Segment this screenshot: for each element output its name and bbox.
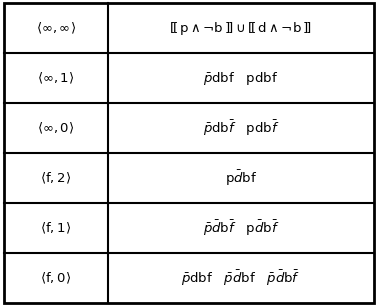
Text: $\bar{p}\mathrm{dbf} \quad \mathrm{pdbf}$: $\bar{p}\mathrm{dbf} \quad \mathrm{pdbf}… (203, 69, 279, 87)
Text: $\langle \mathrm{f}, 1 \rangle$: $\langle \mathrm{f}, 1 \rangle$ (40, 220, 71, 236)
Text: $\langle \mathrm{f}, 2 \rangle$: $\langle \mathrm{f}, 2 \rangle$ (40, 170, 71, 185)
Text: $\langle \infty, \infty \rangle$: $\langle \infty, \infty \rangle$ (36, 21, 76, 35)
Text: $\mathrm{p}\bar{d}\mathrm{bf}$: $\mathrm{p}\bar{d}\mathrm{bf}$ (225, 168, 257, 188)
Text: $\bar{p}\bar{d}\mathrm{b}\bar{f} \quad \mathrm{p}\bar{d}\mathrm{b}\bar{f}$: $\bar{p}\bar{d}\mathrm{b}\bar{f} \quad \… (203, 218, 279, 238)
Text: $[\![\,\mathrm{p} \wedge \neg\mathrm{b}\,]\!] \cup [\![\,\mathrm{d} \wedge \neg\: $[\![\,\mathrm{p} \wedge \neg\mathrm{b}\… (169, 20, 312, 36)
Text: $\langle \infty, 0 \rangle$: $\langle \infty, 0 \rangle$ (37, 121, 74, 136)
Text: $\langle \mathrm{f}, 0 \rangle$: $\langle \mathrm{f}, 0 \rangle$ (40, 271, 71, 285)
Text: $\bar{p}\mathrm{db}\bar{f} \quad \mathrm{pdb}\bar{f}$: $\bar{p}\mathrm{db}\bar{f} \quad \mathrm… (203, 118, 279, 138)
Text: $\bar{p}\mathrm{dbf} \quad \bar{p}\bar{d}\mathrm{bf} \quad \bar{p}\bar{d}\mathrm: $\bar{p}\mathrm{dbf} \quad \bar{p}\bar{d… (181, 268, 301, 288)
Text: $\langle \infty, 1 \rangle$: $\langle \infty, 1 \rangle$ (37, 70, 74, 86)
